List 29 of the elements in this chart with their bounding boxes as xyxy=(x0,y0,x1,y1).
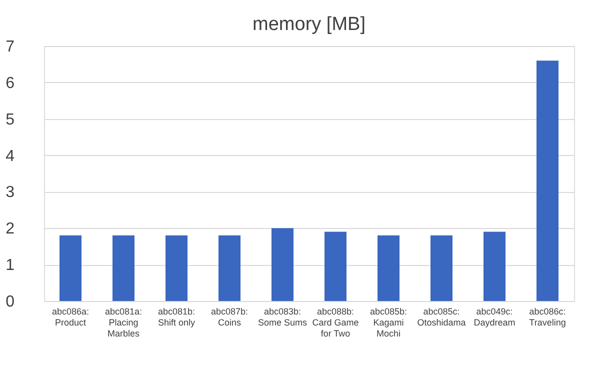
y-tick-label: 1 xyxy=(6,257,15,274)
x-tick-label: abc083b: Some Sums xyxy=(258,306,308,328)
bar xyxy=(218,235,240,301)
y-tick-label: 7 xyxy=(6,38,15,56)
x-tick-label: abc086c: Traveling xyxy=(529,306,566,328)
x-tick-label: abc085b: Kagami Mochi xyxy=(370,306,408,338)
x-tick-label: abc088b: Card Game for Two xyxy=(312,306,359,338)
bar xyxy=(378,235,400,301)
bar xyxy=(60,235,82,301)
x-tick-label: abc087b: Coins xyxy=(210,306,248,328)
x-tick-label: abc081b: Shift only xyxy=(158,306,196,328)
bar xyxy=(166,235,188,301)
bar xyxy=(484,232,506,301)
bar xyxy=(272,228,294,301)
bar xyxy=(112,235,134,301)
y-tick-label: 2 xyxy=(6,220,15,238)
y-tick-label: 3 xyxy=(6,184,15,202)
y-tick-label: 4 xyxy=(6,148,15,165)
bar xyxy=(324,232,346,301)
x-tick-label: abc086a: Product xyxy=(52,306,90,328)
x-tick-label: abc049c: Daydream xyxy=(474,306,516,328)
bar xyxy=(430,235,452,301)
bar xyxy=(536,60,558,301)
y-tick-label: 0 xyxy=(6,294,15,310)
x-tick-label: abc081a: Placing Marbles xyxy=(104,306,142,338)
y-tick-label: 6 xyxy=(6,74,15,92)
chart-title: memory [MB] xyxy=(252,14,366,35)
x-tick-label: abc085c: Otoshidama xyxy=(417,306,466,328)
y-tick-label: 5 xyxy=(6,111,15,128)
